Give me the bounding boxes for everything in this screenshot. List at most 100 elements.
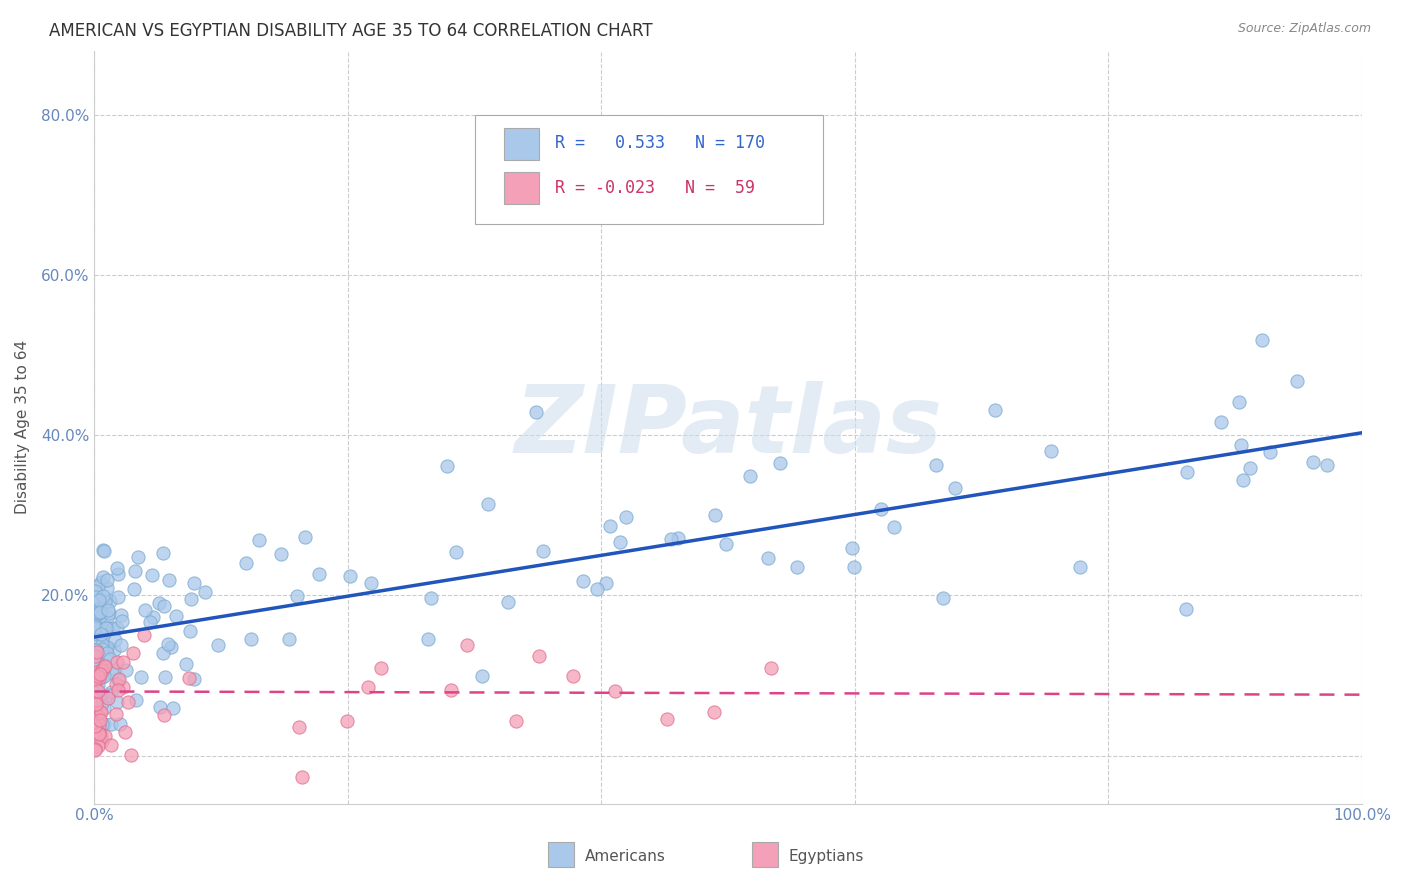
Point — [759, 661, 782, 675]
Point — [932, 591, 955, 605]
Point — [83, 710, 105, 724]
Point — [235, 556, 257, 570]
Point — [585, 582, 607, 596]
Point — [94, 624, 117, 638]
Point — [87, 607, 110, 621]
Point — [703, 508, 725, 522]
Point — [562, 668, 585, 682]
Point — [105, 621, 128, 635]
Point — [107, 590, 129, 604]
Point — [83, 617, 105, 632]
Point — [87, 684, 110, 698]
Point — [101, 666, 124, 681]
Point — [91, 733, 114, 747]
Point — [87, 739, 110, 753]
Point — [290, 770, 312, 784]
Point — [247, 533, 270, 547]
Point — [180, 591, 202, 606]
Point — [1286, 374, 1309, 388]
Point — [90, 728, 112, 742]
Point — [86, 650, 108, 665]
Point — [89, 709, 111, 723]
Point — [153, 599, 176, 613]
Point — [83, 679, 105, 693]
Text: Americans: Americans — [585, 849, 666, 863]
Point — [740, 468, 762, 483]
Point — [287, 720, 309, 734]
Point — [277, 632, 299, 647]
Point — [115, 664, 138, 678]
FancyBboxPatch shape — [503, 128, 540, 160]
Point — [86, 682, 108, 697]
Point — [86, 665, 108, 680]
Point — [100, 738, 122, 752]
Point — [572, 574, 595, 588]
Point — [139, 615, 162, 629]
Point — [294, 530, 316, 544]
Point — [84, 638, 107, 652]
Point — [107, 683, 129, 698]
Point — [104, 661, 127, 675]
Point — [110, 607, 132, 622]
Point — [456, 638, 478, 652]
Point — [97, 688, 120, 702]
Point — [93, 701, 115, 715]
Point — [531, 543, 554, 558]
Point — [91, 663, 114, 677]
Point — [107, 673, 129, 687]
Point — [91, 542, 114, 557]
Point — [91, 696, 114, 710]
Point — [83, 701, 105, 715]
Point — [84, 590, 107, 604]
Point — [207, 638, 229, 652]
Point — [769, 456, 792, 470]
Point — [527, 649, 550, 664]
Point — [496, 595, 519, 609]
Point — [108, 716, 131, 731]
Point — [134, 627, 156, 641]
Point — [89, 667, 111, 681]
Point — [440, 682, 463, 697]
Point — [91, 627, 114, 641]
Point — [83, 604, 105, 618]
FancyBboxPatch shape — [503, 172, 540, 203]
Point — [84, 599, 107, 613]
Point — [111, 656, 134, 670]
Point — [93, 657, 115, 672]
Point — [93, 659, 115, 673]
Point — [883, 520, 905, 534]
Point — [96, 641, 118, 656]
Point — [105, 707, 128, 722]
Point — [444, 545, 467, 559]
Point — [1175, 465, 1198, 479]
Point — [336, 714, 359, 729]
Point — [841, 541, 863, 556]
Point — [599, 518, 621, 533]
Point — [308, 566, 330, 581]
Point — [90, 575, 112, 590]
Point — [703, 705, 725, 719]
Point — [87, 672, 110, 686]
Point — [83, 620, 105, 634]
Point — [124, 565, 146, 579]
Point — [162, 701, 184, 715]
Point — [94, 621, 117, 635]
Point — [83, 614, 105, 628]
Point — [105, 677, 128, 691]
Point — [114, 725, 136, 739]
Point — [122, 646, 145, 660]
Point — [101, 621, 124, 635]
Point — [87, 678, 110, 692]
Point — [984, 402, 1007, 417]
Point — [1250, 334, 1272, 348]
Point — [420, 591, 443, 605]
Point — [91, 624, 114, 638]
Point — [120, 748, 142, 763]
Point — [89, 608, 111, 623]
Point — [152, 546, 174, 560]
Point — [84, 694, 107, 708]
Point — [925, 458, 948, 472]
Text: AMERICAN VS EGYPTIAN DISABILITY AGE 35 TO 64 CORRELATION CHART: AMERICAN VS EGYPTIAN DISABILITY AGE 35 T… — [49, 22, 652, 40]
Point — [87, 657, 110, 672]
Point — [89, 718, 111, 732]
